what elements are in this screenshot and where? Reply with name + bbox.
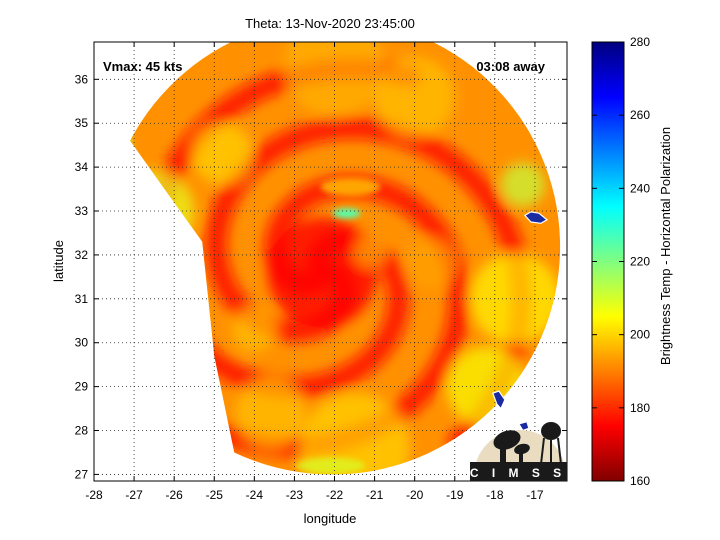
x-axis-ticks: -28 -27 -26 -25 -24 -23 -22 -21 -20 -19 -18 -17 — [85, 42, 544, 502]
cool-patch — [405, 238, 456, 289]
colorbar-tick-label: 280 — [630, 35, 650, 49]
x-tick-label: -17 — [526, 488, 544, 502]
colorbar-tick-label: 240 — [630, 181, 650, 195]
coastlines — [492, 211, 566, 432]
plot-frame — [93, 41, 568, 482]
grid-lines — [94, 42, 567, 481]
colorbar-tick-label: 200 — [630, 328, 650, 342]
madeira-island — [523, 211, 549, 224]
satellite-dish-icon — [493, 430, 530, 463]
x-tick-label: -19 — [446, 488, 464, 502]
x-tick-label: -28 — [85, 488, 103, 502]
y-tick-label: 32 — [75, 248, 89, 262]
cool-patch — [232, 307, 277, 352]
x-tick-label: -25 — [206, 488, 224, 502]
la-gomera-island — [517, 420, 530, 432]
cimss-logo: C I M S S — [470, 422, 567, 481]
cool-patch — [354, 234, 387, 267]
colorbar-tick-label: 160 — [630, 474, 650, 488]
x-tick-label: -23 — [286, 488, 304, 502]
la-palma-island — [492, 390, 506, 410]
southern-band — [295, 457, 366, 474]
cool-patch — [235, 377, 306, 448]
cloud-arc — [320, 177, 381, 196]
colorbar-tick-label: 260 — [630, 108, 650, 122]
x-tick-label: -26 — [165, 488, 183, 502]
x-axis-label: longitude — [304, 511, 357, 526]
cool-patch — [192, 123, 253, 184]
x-tick-label: -27 — [125, 488, 143, 502]
y-tick-label: 35 — [75, 116, 89, 130]
cool-patch — [374, 56, 455, 137]
x-tick-label: -22 — [326, 488, 344, 502]
x-tick-label: -20 — [406, 488, 424, 502]
y-tick-label: 30 — [75, 336, 89, 350]
y-axis-ticks: 27 28 29 30 31 32 33 34 35 36 — [75, 72, 567, 481]
colorbar-tick-label: 220 — [630, 255, 650, 269]
colorbar-gradient — [591, 41, 625, 482]
time-away-annotation: 03:08 away — [476, 59, 545, 74]
cool-patch — [299, 393, 410, 475]
y-tick-label: 29 — [75, 380, 89, 394]
logo-text: C I M S S — [470, 466, 566, 480]
y-tick-label: 34 — [75, 160, 89, 174]
y-tick-label: 28 — [75, 424, 89, 438]
plot-area: -28 -27 -26 -25 -24 -23 -22 -21 -20 -19 -18 -17 272… — [75, 41, 568, 502]
cool-patch — [500, 162, 545, 207]
colorbar-label: Brightness Temp - Horizontal Polarizatio… — [658, 127, 673, 365]
x-tick-label: -21 — [366, 488, 384, 502]
colorbar-ticks: 160 180 200 220 240 260 280 — [592, 35, 650, 488]
colorbar: 160 180 200 220 240 260 280 Brightness Temp - … — [591, 35, 673, 488]
cloud-features — [130, 124, 381, 474]
storm-core — [267, 217, 378, 328]
colorbar-tick-label: 180 — [630, 401, 650, 415]
cold-cloud-top — [332, 208, 361, 219]
tenerife-coast — [538, 403, 566, 416]
vmax-annotation: Vmax: 45 kts — [103, 59, 183, 74]
chart-title: Theta: 13-Nov-2020 23:45:00 — [245, 16, 415, 31]
water-tower-icon — [540, 422, 562, 465]
x-tick-label: -24 — [246, 488, 264, 502]
x-tick-label: -18 — [486, 488, 504, 502]
y-tick-label: 33 — [75, 204, 89, 218]
y-tick-label: 27 — [75, 467, 89, 481]
y-axis-label: latitude — [51, 240, 66, 282]
y-tick-label: 36 — [75, 72, 89, 86]
logo-band — [470, 462, 567, 481]
y-tick-label: 31 — [75, 292, 89, 306]
